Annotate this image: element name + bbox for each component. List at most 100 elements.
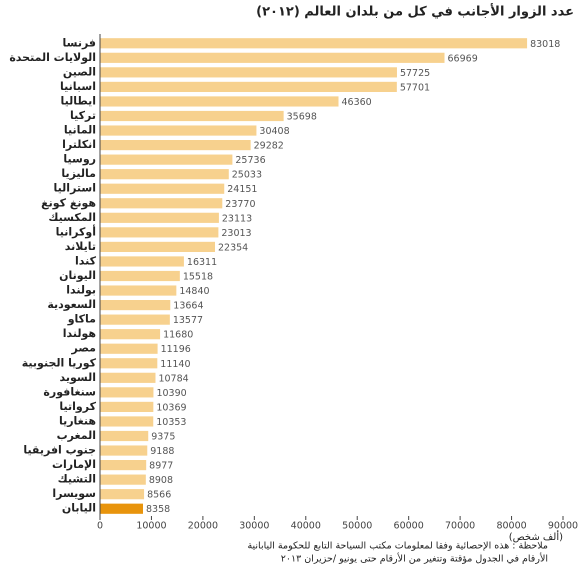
category-label: السويد <box>60 371 96 384</box>
x-tick-label: 30000 <box>239 521 269 532</box>
value-label: 9188 <box>150 446 174 457</box>
bar <box>100 183 225 194</box>
value-label: 13577 <box>173 315 203 326</box>
bar <box>100 430 149 442</box>
bar <box>100 227 219 238</box>
category-label: روسيا <box>63 153 96 166</box>
bar <box>100 110 284 122</box>
value-label: 35698 <box>287 112 317 123</box>
bar <box>100 154 233 165</box>
x-tick-label: 20000 <box>188 521 218 532</box>
value-label: 23013 <box>221 228 251 239</box>
category-label: اليونان <box>59 269 96 282</box>
x-tick-label: 90000 <box>548 521 578 532</box>
bar <box>100 329 161 340</box>
category-label: تايلاند <box>65 240 96 253</box>
bar <box>100 52 445 63</box>
bar <box>100 314 170 325</box>
category-label: المانيا <box>64 124 96 137</box>
value-label: 13664 <box>173 301 203 312</box>
value-label: 8566 <box>147 490 171 501</box>
bar <box>100 358 158 369</box>
bar <box>100 285 177 296</box>
value-label: 22354 <box>218 242 248 253</box>
category-label: المغرب <box>57 429 96 442</box>
value-label: 8908 <box>149 475 173 486</box>
category-label: هنغاريا <box>59 414 96 427</box>
value-label: 9375 <box>151 432 175 443</box>
x-tick-label: 10000 <box>136 521 166 532</box>
x-tick-label: 70000 <box>445 521 475 532</box>
category-label: بولندا <box>66 284 96 297</box>
value-label: 57725 <box>400 68 430 79</box>
value-label: 29282 <box>254 141 284 152</box>
bar <box>100 96 339 107</box>
bar <box>100 489 145 500</box>
value-label: 30408 <box>259 126 289 137</box>
bar <box>100 67 397 78</box>
bar <box>100 140 251 151</box>
value-label: 57701 <box>400 82 430 93</box>
category-label: الولايات المتحدة <box>9 51 96 64</box>
bar <box>100 387 154 398</box>
bar <box>100 343 158 354</box>
category-label: سنغافورة <box>43 385 96 398</box>
category-label: سويسرا <box>52 487 96 500</box>
value-label: 11680 <box>163 330 193 341</box>
x-tick-label: 40000 <box>291 521 321 532</box>
value-label: 46360 <box>341 97 371 108</box>
bar <box>100 300 171 311</box>
value-label: 10390 <box>156 388 186 399</box>
category-label: تركيا <box>70 109 96 122</box>
bar <box>100 401 154 412</box>
value-label: 10369 <box>156 402 186 413</box>
bar <box>100 460 147 471</box>
value-label: 83018 <box>530 39 560 50</box>
bar <box>100 38 528 49</box>
bar <box>100 270 180 282</box>
category-label: ماكاو <box>67 313 96 326</box>
category-label: هولندا <box>63 327 96 340</box>
x-tick-label: 60000 <box>394 521 424 532</box>
bar <box>100 198 223 209</box>
category-label: كرواتيا <box>59 400 96 413</box>
bar <box>100 503 143 514</box>
value-label: 23113 <box>222 213 252 224</box>
value-label: 11196 <box>161 344 191 355</box>
category-label: جنوب افريقيا <box>23 444 96 457</box>
bar <box>100 169 229 180</box>
category-label: المكسيك <box>48 211 96 224</box>
value-label: 15518 <box>183 272 213 283</box>
category-label: اليابان <box>62 502 96 515</box>
chart-title: عدد الزوار الأجانب في كل من بلدان العالم… <box>256 3 574 20</box>
value-label: 10353 <box>156 417 186 428</box>
category-label: انكلترا <box>62 138 96 151</box>
bar <box>100 445 148 456</box>
category-label: أوكرانيا <box>56 224 96 238</box>
category-label: التشيك <box>58 473 96 486</box>
value-label: 25736 <box>235 155 265 166</box>
bar <box>100 81 397 92</box>
category-label: فرنسا <box>63 36 97 49</box>
category-label: الإمارات <box>52 458 96 471</box>
bar <box>100 474 146 485</box>
value-label: 8977 <box>149 461 173 472</box>
category-label: هونغ كونغ <box>41 196 96 209</box>
value-label: 11140 <box>160 359 190 370</box>
value-label: 25033 <box>232 170 262 181</box>
category-label: استراليا <box>54 182 96 195</box>
category-label: ايطاليا <box>61 94 97 107</box>
category-label: ماليزيا <box>61 167 96 180</box>
value-label: 23770 <box>225 199 255 210</box>
bar <box>100 372 156 383</box>
bar <box>100 125 257 136</box>
value-label: 24151 <box>227 184 257 195</box>
category-label: مصر <box>71 342 97 355</box>
bar <box>100 416 154 427</box>
value-label: 14840 <box>179 286 209 297</box>
value-label: 8358 <box>146 504 170 515</box>
value-label: 66969 <box>448 53 478 64</box>
value-label: 16311 <box>187 257 217 268</box>
bar <box>100 241 215 252</box>
